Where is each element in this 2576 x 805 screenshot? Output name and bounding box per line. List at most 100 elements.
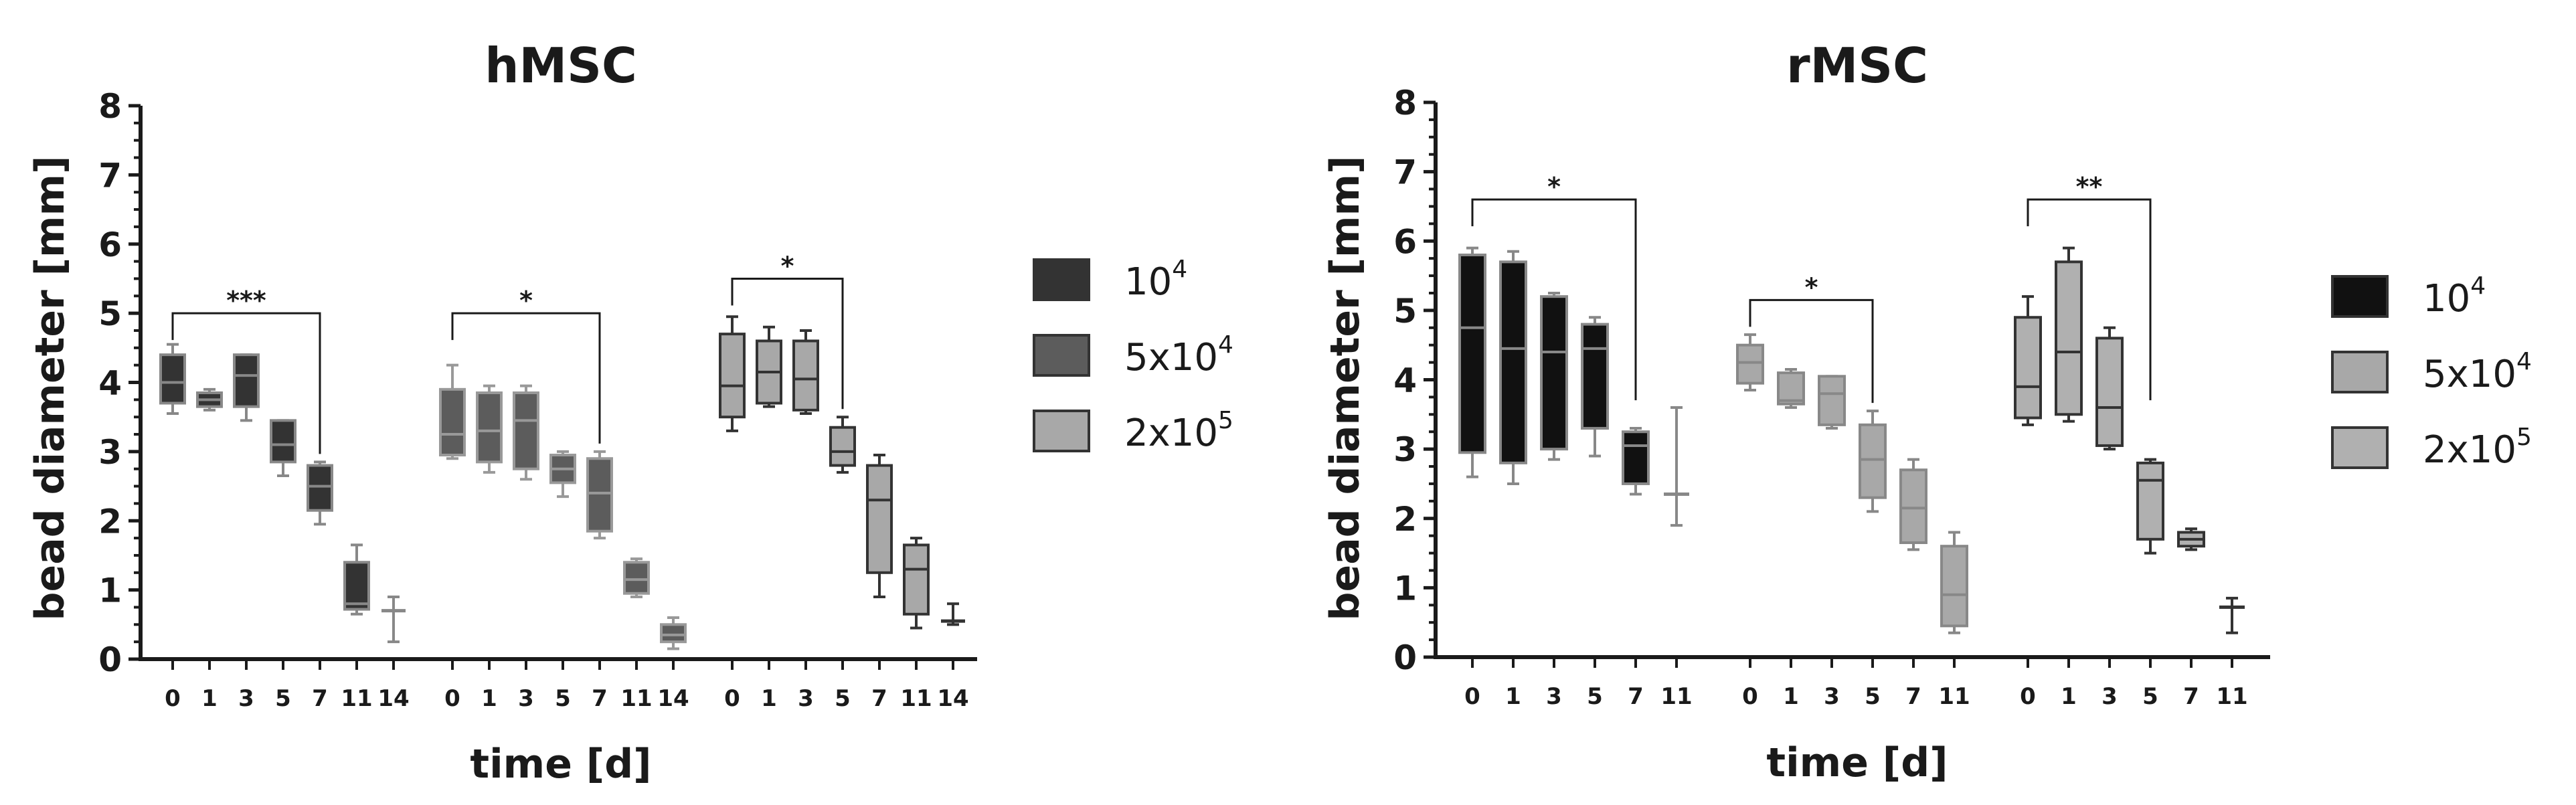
legend-swatch	[2331, 275, 2389, 318]
box-body	[2095, 337, 2124, 447]
x-tick-label: 5	[275, 685, 291, 712]
y-tick-label: 1	[98, 571, 122, 610]
box-body	[1458, 253, 1486, 454]
box-body	[1940, 545, 1968, 628]
box-body	[1581, 323, 1609, 430]
y-tick-label: 7	[98, 156, 122, 195]
x-tick-label: 11	[1660, 683, 1692, 710]
y-tick-label: 6	[1393, 222, 1417, 261]
x-axis-label: time [d]	[470, 741, 651, 788]
box-body	[660, 623, 687, 644]
legend-label: 2x105	[1124, 407, 1233, 455]
legend-label: 5x104	[2423, 348, 2532, 396]
legend-swatch	[1033, 410, 1090, 452]
significance-label: *	[1547, 172, 1561, 201]
x-tick-label: 7	[1628, 683, 1644, 710]
box-body	[792, 339, 819, 412]
y-axis-label: bead diameter [mm]	[27, 156, 74, 621]
legend-exponent: 4	[1172, 256, 1187, 283]
chart-panel-rmsc: rMSC bead diameter [mm] time [d] 0123456…	[1322, 37, 2532, 786]
box-body	[866, 464, 893, 574]
box-body	[439, 387, 466, 457]
box-body	[623, 561, 650, 595]
box-body	[513, 391, 539, 470]
x-tick-label: 7	[871, 685, 887, 712]
x-tick-label: 1	[761, 685, 777, 712]
x-tick-label: 5	[2142, 683, 2158, 710]
x-tick-label: 11	[1938, 683, 1970, 710]
significance-bracket	[731, 277, 844, 410]
legend-exponent: 4	[1218, 331, 1233, 359]
chart-panel-hmsc: hMSC bead diameter [mm] time [d] 0123456…	[27, 37, 1233, 788]
box-body	[829, 426, 856, 467]
x-tick-label: 1	[1505, 683, 1521, 710]
significance-label: **	[2076, 172, 2103, 201]
box-body	[1859, 423, 1887, 499]
legend-label: 104	[2423, 272, 2486, 321]
box-body	[307, 464, 333, 512]
y-tick-label: 2	[1393, 500, 1417, 539]
x-tick-label: 3	[798, 685, 814, 712]
x-tick-label: 14	[377, 685, 409, 712]
box-body	[343, 561, 370, 611]
significance-label: *	[781, 251, 794, 280]
significance-bracket	[2027, 198, 2152, 401]
box-body	[1818, 375, 1846, 426]
x-tick-label: 3	[1546, 683, 1562, 710]
y-tick-label: 4	[1393, 361, 1417, 400]
significance-bracket	[1749, 298, 1874, 404]
x-tick-label: 5	[1587, 683, 1603, 710]
legend-label: 5x104	[1124, 331, 1233, 379]
x-tick-label: 0	[1742, 683, 1758, 710]
box-body	[586, 457, 613, 533]
legend-swatch	[1033, 334, 1090, 377]
box-body	[1777, 371, 1805, 406]
x-tick-label: 5	[835, 685, 851, 712]
x-tick-label: 14	[657, 685, 689, 712]
y-tick-label: 5	[98, 294, 122, 333]
x-tick-label: 3	[1824, 683, 1840, 710]
x-tick-label: 11	[341, 685, 372, 712]
x-tick-label: 0	[444, 685, 460, 712]
legend-swatch	[2331, 351, 2389, 393]
legend-label: 104	[1124, 256, 1187, 304]
chart-title: rMSC	[1786, 37, 1928, 94]
x-tick-label: 7	[312, 685, 328, 712]
x-tick-label: 5	[1865, 683, 1881, 710]
y-tick-label: 4	[98, 364, 122, 403]
box-body	[719, 333, 746, 419]
y-tick-label: 6	[98, 226, 122, 264]
legend-swatch	[2331, 426, 2389, 469]
x-tick-label: 0	[165, 685, 181, 712]
x-axis-label: time [d]	[1766, 739, 1948, 786]
x-tick-label: 0	[2020, 683, 2036, 710]
box-body	[903, 543, 930, 616]
box-body	[233, 353, 260, 408]
box-body	[1736, 343, 1764, 385]
y-tick-label: 2	[98, 502, 122, 541]
x-tick-label: 1	[481, 685, 497, 712]
x-tick-label: 5	[555, 685, 571, 712]
y-tick-label: 1	[1393, 569, 1417, 608]
x-tick-label: 3	[2101, 683, 2118, 710]
y-tick-label: 8	[1393, 84, 1417, 122]
box-body	[1540, 295, 1568, 451]
x-tick-label: 7	[592, 685, 608, 712]
chart-title: hMSC	[485, 37, 637, 94]
x-tick-label: 0	[724, 685, 740, 712]
y-tick-label: 0	[98, 640, 122, 679]
x-tick-label: 3	[518, 685, 534, 712]
legend-exponent: 5	[1218, 407, 1233, 434]
box-body	[1899, 468, 1927, 545]
box-body	[270, 419, 296, 464]
y-tick-label: 8	[98, 87, 122, 126]
x-tick-label: 7	[2183, 683, 2199, 710]
significance-bracket	[171, 312, 321, 454]
legend-label: 2x105	[2423, 424, 2532, 472]
x-tick-label: 11	[620, 685, 652, 712]
x-tick-label: 3	[238, 685, 254, 712]
significance-label: ***	[226, 286, 266, 315]
box-body	[476, 391, 503, 464]
box-body	[1622, 430, 1650, 485]
